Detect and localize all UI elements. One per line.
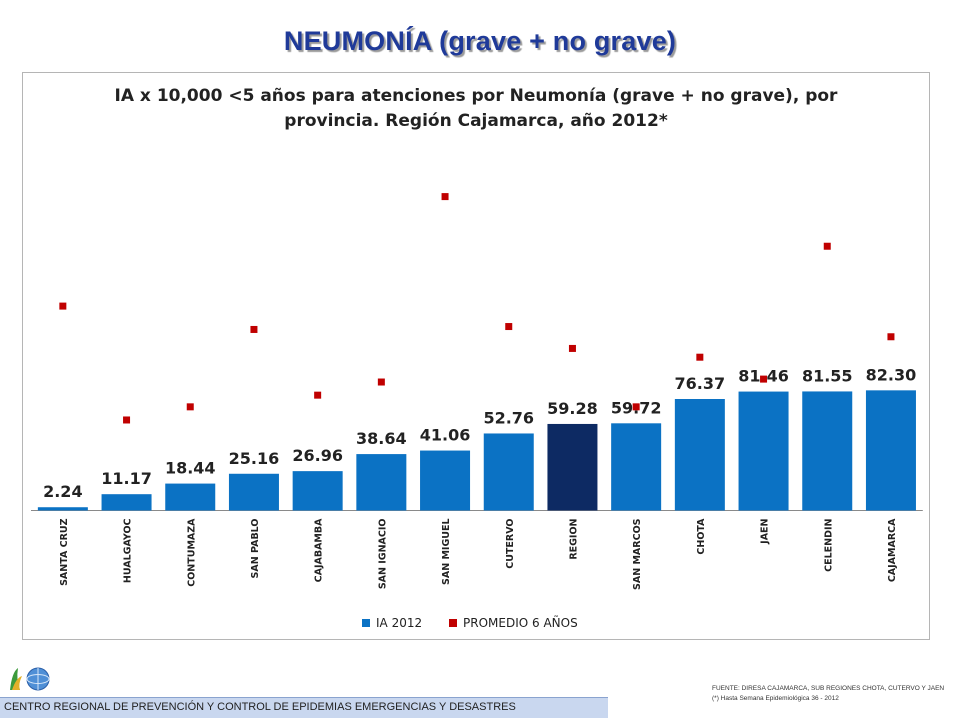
x-tick-label: CAJAMARCA (887, 518, 898, 582)
x-tick-label: SAN MIGUEL (441, 519, 452, 586)
scatter-point (568, 344, 576, 352)
scatter-point (632, 403, 640, 411)
data-label: 26.96 (292, 446, 343, 465)
legend-swatch-bar (362, 619, 370, 627)
scatter-point (377, 378, 385, 386)
data-label: 11.17 (101, 469, 152, 488)
data-label: 41.06 (420, 426, 471, 445)
data-label: 52.76 (483, 408, 534, 427)
bar (165, 483, 216, 511)
data-label: 59.28 (547, 399, 598, 418)
x-tick-label: CHOTA (696, 518, 707, 555)
x-tick-label: JAEN (760, 518, 771, 544)
scatter-point (823, 242, 831, 250)
bar (101, 494, 152, 511)
bar (228, 473, 279, 511)
scatter-point (505, 323, 513, 331)
bar (738, 391, 789, 511)
x-tick-label: HUALGAYOC (123, 518, 134, 583)
bar (547, 423, 598, 511)
organization-logo (6, 664, 50, 694)
chart-title-line2: provincia. Región Cajamarca, año 2012* (284, 111, 668, 131)
data-label: 82.30 (866, 365, 917, 384)
legend-label-scatter: PROMEDIO 6 AÑOS (463, 615, 578, 630)
chart-frame (22, 72, 930, 640)
x-tick-label: CUTERVO (505, 519, 516, 569)
footer-org-name: CENTRO REGIONAL DE PREVENCIÓN Y CONTROL … (4, 701, 516, 713)
bar (802, 391, 853, 511)
scatter-point (59, 302, 67, 310)
scatter-point (441, 193, 449, 201)
x-tick-label: REGION (568, 518, 579, 559)
source-line-2: (*) Hasta Semana Epidemiológica 36 - 201… (712, 695, 839, 702)
bar (611, 423, 662, 511)
scatter-point (123, 416, 131, 424)
data-label: 25.16 (229, 449, 280, 468)
source-note: FUENTE: DIRESA CAJAMARCA, SUB REGIONES C… (712, 684, 944, 704)
scatter-point (887, 333, 895, 341)
scatter-point (314, 391, 322, 399)
slide-title: NEUMONÍA (grave + no grave) (283, 26, 677, 56)
bar (674, 398, 725, 511)
scatter-point (250, 325, 258, 333)
data-label: 81.55 (802, 366, 853, 385)
x-tick-label: SAN PABLO (250, 519, 261, 579)
footer-bar: CENTRO REGIONAL DE PREVENCIÓN Y CONTROL … (0, 697, 608, 718)
data-label: 18.44 (165, 459, 216, 478)
x-tick-label: SAN IGNACIO (377, 519, 388, 590)
legend-label-bar: IA 2012 (376, 616, 422, 630)
bar (420, 450, 471, 511)
data-label: 38.64 (356, 429, 407, 448)
data-label: 76.37 (675, 374, 726, 393)
data-label: 2.24 (43, 482, 82, 501)
chart-title-line1: IA x 10,000 <5 años para atenciones por … (114, 86, 838, 106)
source-line-1: FUENTE: DIRESA CAJAMARCA, SUB REGIONES C… (712, 685, 945, 692)
x-tick-label: SAN MARCOS (632, 518, 643, 590)
x-tick-label: CELENDIN (823, 518, 834, 571)
x-tick-label: CONTUMAZA (186, 518, 197, 587)
x-tick-label: CAJABAMBA (314, 518, 325, 582)
bar (483, 433, 534, 511)
scatter-point (760, 375, 768, 383)
bar (37, 507, 88, 511)
bar (292, 471, 343, 511)
chart-title: IA x 10,000 <5 años para atenciones por … (22, 84, 930, 134)
x-tick-label: SANTA CRUZ (59, 518, 70, 586)
bar (865, 390, 916, 511)
scatter-point (186, 403, 194, 411)
bar (356, 454, 407, 511)
legend-swatch-scatter (449, 619, 457, 627)
scatter-point (696, 353, 704, 361)
